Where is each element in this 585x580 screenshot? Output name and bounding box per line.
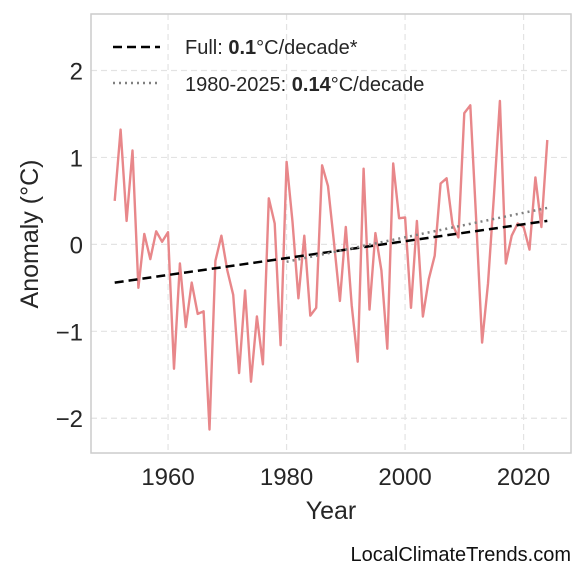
data-layer	[113, 99, 549, 431]
site-credit: LocalClimateTrends.com	[351, 544, 571, 566]
full-trend-line	[114, 219, 548, 284]
legend-label-full: Full: 0.1°C/decade*	[185, 37, 358, 59]
plot-frame	[90, 13, 572, 454]
y-axis-ticks: −2 −1 0 1 2	[56, 59, 83, 434]
y-tick-label: 1	[70, 145, 83, 172]
x-axis-ticks: 1960 1980 2000 2020	[141, 464, 550, 491]
x-tick-label: 1960	[141, 464, 194, 491]
x-tick-label: 2000	[378, 464, 431, 491]
y-tick-label: 2	[70, 59, 83, 86]
x-tick-label: 2020	[497, 464, 550, 491]
y-tick-label: −2	[56, 406, 83, 433]
y-tick-label: −1	[56, 319, 83, 346]
legend: Full: 0.1°C/decade* 1980-2025: 0.14°C/de…	[113, 37, 424, 96]
x-axis-title: Year	[306, 497, 357, 525]
y-tick-label: 0	[70, 232, 83, 259]
trend-1980-2025-line	[286, 206, 548, 264]
legend-label-1980-2025: 1980-2025: 0.14°C/decade	[185, 74, 424, 96]
anomaly-series-line	[113, 99, 549, 431]
y-axis-title: Anomaly (°C)	[16, 160, 44, 309]
x-tick-label: 1980	[260, 464, 313, 491]
